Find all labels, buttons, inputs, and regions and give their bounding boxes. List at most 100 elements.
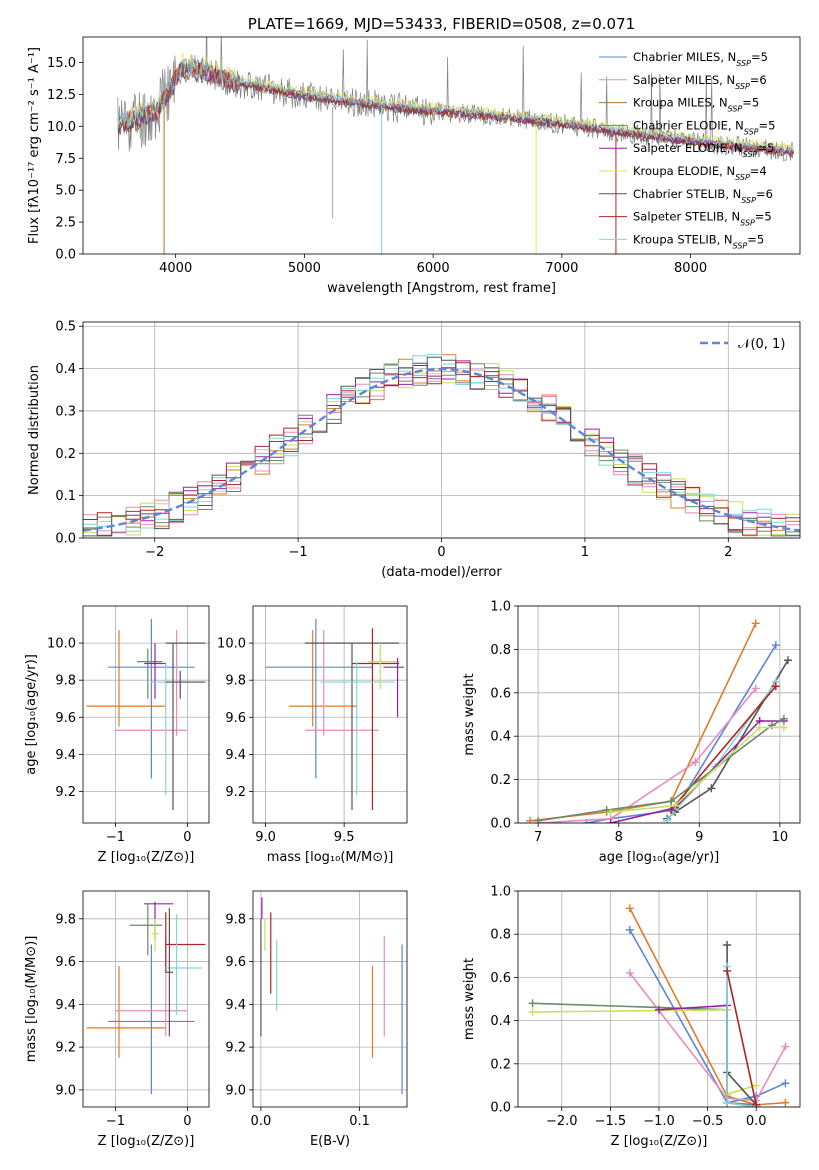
y-tick-label: 10.0 xyxy=(217,637,246,652)
series-marker xyxy=(751,684,760,693)
x-tick-label: 9.5 xyxy=(334,830,355,845)
y-tick-label: 9.8 xyxy=(225,674,246,689)
series-marker xyxy=(781,1098,790,1107)
y-tick-label: 9.2 xyxy=(225,785,246,800)
panel-mass_vs_ebv: 0.0 0.1 9.0 9.2 9.4 9.6 9.8 E(B-V) xyxy=(225,890,408,1149)
y-tick-label: 9.0 xyxy=(55,1083,76,1098)
plot-area xyxy=(528,904,790,1107)
chart-title: PLATE=1669, MJD=53433, FIBERID=0508, z=0… xyxy=(248,15,635,33)
x-tick-label: 2 xyxy=(724,545,732,560)
series-line xyxy=(670,685,777,811)
x-tick-label: 7000 xyxy=(545,261,578,276)
y-tick-label: 9.6 xyxy=(225,711,246,726)
series-marker xyxy=(723,966,732,975)
errorbar-point xyxy=(86,965,166,1058)
y-axis-label: mass weight xyxy=(462,673,477,755)
x-axis-label: Z [log₁₀(Z/Z⊙)] xyxy=(98,1134,195,1149)
series-line xyxy=(666,681,777,822)
axes-frame xyxy=(82,890,210,1108)
series-marker xyxy=(671,801,680,810)
x-tick-label: 8 xyxy=(615,830,623,845)
series-line xyxy=(726,970,757,1105)
errorbar-point xyxy=(165,670,206,699)
y-tick-label: 0.6 xyxy=(490,971,511,986)
gaussian-reference-line xyxy=(83,367,800,532)
x-tick-label: −1 xyxy=(106,830,125,845)
model-series-line xyxy=(117,60,794,156)
y-tick-label: 9.8 xyxy=(55,912,76,927)
legend-label: Salpeter ELODIE, NSSP=5 xyxy=(633,141,774,159)
legend-label-suffix: =6 xyxy=(756,187,773,201)
series-line xyxy=(726,945,757,1106)
series-marker xyxy=(606,808,615,817)
series-marker xyxy=(625,969,634,978)
y-tick-label: 9.2 xyxy=(225,1041,246,1056)
axes-frame xyxy=(252,890,408,1108)
series-marker xyxy=(534,816,543,823)
series-line xyxy=(532,1002,757,1106)
y-tick-label: 0.0 xyxy=(490,817,511,832)
legend-label-suffix: =5 xyxy=(759,118,776,132)
panel-residuals: −2 −1 0 1 2 0.0 0.1 0.2 0.3 0.4 0.5 (data-model)/er… xyxy=(27,320,801,580)
y-tick-label: 0.5 xyxy=(55,320,76,335)
legend-label-sub: SSP xyxy=(735,81,750,90)
series-marker xyxy=(783,656,792,665)
legend-label: Kroupa ELODIE, NSSP=4 xyxy=(633,164,767,182)
series-marker xyxy=(691,758,700,767)
plot-area xyxy=(83,354,800,537)
x-tick-label: 0.1 xyxy=(349,1114,370,1129)
y-tick-label: 9.2 xyxy=(55,1041,76,1056)
y-tick-label: 9.4 xyxy=(225,748,246,763)
y-axis-label: Normed distribution xyxy=(27,365,42,495)
legend-label-sub: SSP xyxy=(733,241,748,250)
errorbar-point xyxy=(165,912,206,973)
y-axis-label: mass weight xyxy=(462,958,477,1040)
x-tick-label: −1.5 xyxy=(595,1114,627,1129)
errorbar-point xyxy=(108,944,195,1095)
series-marker xyxy=(667,797,676,806)
series-marker xyxy=(528,1007,537,1016)
legend-label: Kroupa MILES, NSSP=5 xyxy=(633,96,759,114)
series-line xyxy=(538,687,757,823)
x-tick-label: −1 xyxy=(106,1114,125,1129)
x-axis-label: age [log₁₀(age/yr)] xyxy=(599,850,720,865)
y-tick-label: 9.2 xyxy=(55,785,76,800)
y-tick-label: 9.4 xyxy=(55,998,76,1013)
legend-label-text: Salpeter STELIB, N xyxy=(633,210,740,224)
y-tick-label: 7.5 xyxy=(55,152,76,167)
y-tick-label: 0.1 xyxy=(55,489,76,504)
y-tick-label: 0.4 xyxy=(490,730,511,745)
errorbar-point xyxy=(383,657,404,718)
panel-age_vs_mass: 9.0 9.5 9.2 9.4 9.6 9.8 10.0 mass [log₁₀(M/M⊙)] xyxy=(217,605,408,865)
plot-area xyxy=(86,618,206,811)
series-marker xyxy=(602,805,611,814)
x-axis-label: Z [log₁₀(Z/Z⊙)] xyxy=(98,850,195,865)
x-axis-label: mass [log₁₀(M/M⊙)] xyxy=(267,850,394,865)
series-marker xyxy=(755,723,764,732)
x-axis-label: Z [log₁₀(Z/Z⊙)] xyxy=(611,1134,708,1149)
x-tick-label: 1 xyxy=(581,545,589,560)
y-tick-label: 12.5 xyxy=(47,88,76,103)
errorbar-point xyxy=(304,630,379,736)
y-tick-label: 9.4 xyxy=(55,748,76,763)
series-marker xyxy=(528,999,537,1008)
legend-label-text: Salpeter MILES, N xyxy=(633,73,735,87)
legend-label-suffix: =4 xyxy=(750,164,767,178)
legend-label-text: Chabrier MILES, N xyxy=(633,50,736,64)
legend-label-text: Salpeter ELODIE, N xyxy=(633,141,743,155)
y-tick-label: 9.4 xyxy=(225,998,246,1013)
y-tick-label: 0.8 xyxy=(490,928,511,943)
x-tick-label: 10 xyxy=(772,830,789,845)
errorbar-point xyxy=(367,643,400,690)
series-line xyxy=(530,623,757,822)
axes-frame xyxy=(82,321,801,539)
x-tick-label: 0.0 xyxy=(251,1114,272,1129)
series-marker xyxy=(625,925,634,934)
plot-area xyxy=(260,897,403,1095)
series-marker xyxy=(752,1081,761,1090)
legend-label: Salpeter MILES, NSSP=6 xyxy=(633,73,767,91)
legend-label-sub: SSP xyxy=(735,173,750,182)
y-axis-label: age [log₁₀(age/yr)] xyxy=(24,654,39,775)
